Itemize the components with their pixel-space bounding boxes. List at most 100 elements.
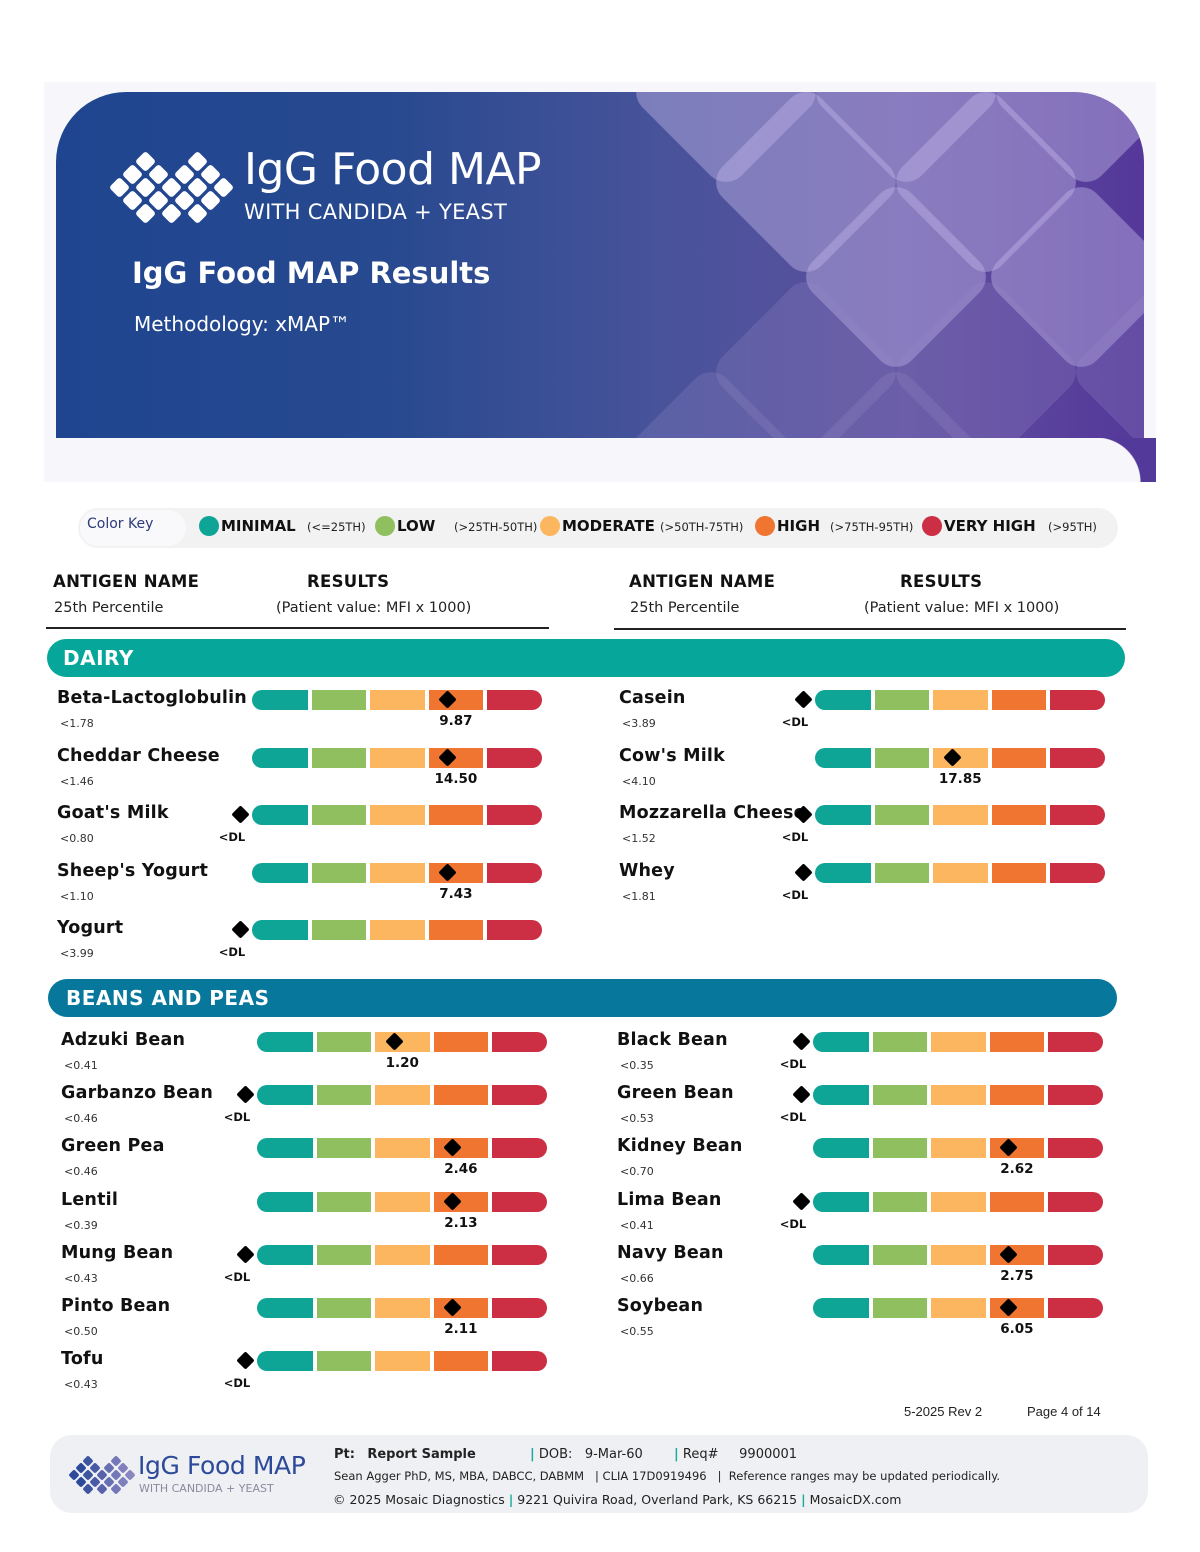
color-key-item-very-high: VERY HIGH [922, 516, 1036, 536]
lab-info-line: Sean Agger PhD, MS, MBA, DABCC, DABMM | … [334, 1469, 1001, 1483]
moderate-segment [933, 862, 988, 883]
minimal-segment [815, 862, 871, 883]
antigen-row: Lentil <0.39 2.13 [61, 1190, 561, 1246]
moderate-segment [370, 862, 425, 883]
percentile-25th: <1.52 [622, 832, 656, 845]
very-high-segment [487, 747, 542, 768]
very-high-segment [1050, 862, 1105, 883]
result-value: 17.85 [938, 770, 982, 787]
low-segment [317, 1032, 371, 1052]
result-marker-icon [791, 1032, 811, 1051]
result-scale [257, 1244, 547, 1265]
moderate-segment [933, 690, 988, 710]
low-segment [317, 1085, 371, 1106]
percentile-25th: <0.80 [60, 832, 94, 845]
percentile-25th: <1.46 [60, 774, 94, 788]
result-value: <DL [779, 1110, 807, 1125]
result-value: <DL [779, 1057, 807, 1071]
antigen-row: Pinto Bean <0.50 2.11 [61, 1296, 561, 1352]
color-key-name: HIGH [777, 517, 821, 535]
reference-disclaimer: Reference ranges may be updated periodic… [728, 1469, 1001, 1483]
antigen-name: Kidney Bean [617, 1136, 743, 1157]
low-segment [875, 747, 929, 768]
moderate-dot-icon [540, 516, 560, 536]
high-segment [992, 747, 1046, 768]
result-scale [257, 1298, 547, 1318]
high-segment [429, 805, 483, 825]
color-key-range: (>95TH) [1048, 520, 1097, 534]
result-marker-icon [793, 862, 813, 882]
antigen-name: Green Bean [617, 1083, 734, 1104]
result-value: <DL [218, 830, 246, 844]
page-number: Page 4 of 14 [1027, 1404, 1101, 1419]
result-value: <DL [223, 1110, 251, 1125]
color-key-item-high: HIGH [755, 516, 820, 536]
percentile-25th: <3.99 [60, 947, 94, 960]
minimal-dot-icon [199, 516, 219, 536]
very-high-segment [492, 1191, 547, 1212]
very-high-segment [1048, 1191, 1103, 1212]
antigen-name: Yogurt [57, 918, 124, 938]
antigen-name: Goat's Milk [57, 803, 169, 823]
antigen-name-header: ANTIGEN NAME [629, 572, 776, 591]
antigen-row: Tofu <0.43 <DL [61, 1349, 561, 1405]
lab-director: Sean Agger PhD, MS, MBA, DABCC, DABMM [334, 1469, 585, 1483]
minimal-segment [257, 1032, 313, 1052]
color-key-name: MODERATE [562, 517, 655, 535]
percentile-25th: <0.66 [620, 1271, 654, 1285]
percentile-25th: <1.78 [60, 717, 94, 730]
clia-number: CLIA 17D0919496 [602, 1469, 707, 1483]
minimal-segment [257, 1138, 313, 1159]
antigen-row: Garbanzo Bean <0.46 <DL [61, 1083, 561, 1139]
antigen-row: Lima Bean <0.41 <DL [617, 1190, 1117, 1246]
percentile-25th: <0.46 [64, 1165, 98, 1179]
low-segment [873, 1244, 927, 1265]
result-scale [257, 1138, 547, 1159]
result-value: 1.20 [385, 1055, 419, 1071]
antigen-row: Cheddar Cheese <1.46 14.50 [57, 746, 557, 802]
dob-label: DOB: [538, 1447, 573, 1462]
high-segment [990, 1032, 1044, 1052]
percentile-25th: <0.41 [620, 1218, 654, 1232]
patient-line: Pt: Report Sample [334, 1447, 476, 1462]
percentile-25th: <0.35 [620, 1059, 654, 1072]
website-link[interactable]: MosaicDX.com [809, 1492, 902, 1507]
low-segment [875, 690, 929, 710]
percentile-25th: <0.43 [64, 1378, 98, 1392]
antigen-row: Mozzarella Cheese <1.52 <DL [619, 803, 1119, 859]
moderate-segment [375, 1085, 430, 1106]
high-segment [990, 1085, 1044, 1106]
result-scale [813, 1138, 1103, 1159]
result-value: 2.46 [444, 1161, 478, 1178]
percentile-header: 25th Percentile [54, 600, 164, 616]
result-value: <DL [781, 715, 809, 729]
result-marker-icon [235, 1245, 255, 1264]
low-segment [317, 1138, 371, 1159]
high-segment [990, 1138, 1044, 1159]
very-high-dot-icon [922, 516, 942, 536]
result-marker-icon [793, 690, 813, 709]
result-value: 2.75 [1000, 1267, 1034, 1284]
low-segment [312, 805, 366, 825]
moderate-segment [370, 747, 425, 768]
low-segment [312, 690, 366, 710]
result-value: <DL [781, 887, 809, 902]
antigen-name-header: ANTIGEN NAME [53, 572, 200, 591]
minimal-segment [813, 1138, 869, 1159]
copyright: © 2025 Mosaic Diagnostics [333, 1492, 505, 1507]
antigen-row: Soybean <0.55 6.05 [617, 1296, 1117, 1352]
antigen-row: Beta-Lactoglobulin <1.78 9.87 [57, 688, 557, 744]
footer: IgG Food MAP WITH CANDIDA + YEAST Pt: Re… [50, 1435, 1148, 1513]
result-value: 14.50 [434, 770, 478, 787]
percentile-25th: <0.46 [64, 1112, 98, 1126]
footer-brand-subtitle: WITH CANDIDA + YEAST [139, 1482, 274, 1495]
color-key-name: MINIMAL [221, 517, 296, 535]
result-marker-icon [791, 1085, 811, 1104]
minimal-segment [815, 690, 871, 710]
very-high-segment [492, 1085, 547, 1106]
antigen-name: Cheddar Cheese [57, 745, 220, 766]
result-scale [252, 805, 542, 825]
moderate-segment [931, 1244, 986, 1265]
high-segment [992, 690, 1046, 710]
result-scale [813, 1085, 1103, 1106]
